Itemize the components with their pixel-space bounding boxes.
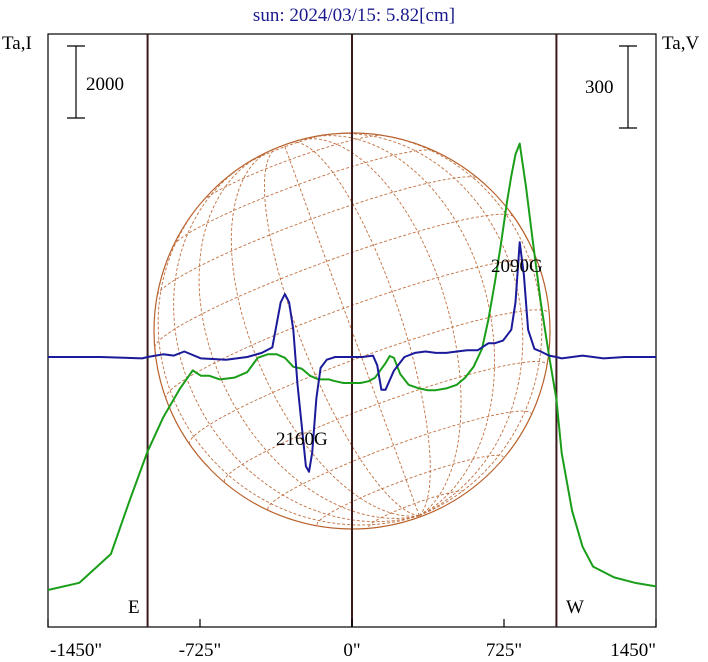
- longitude-line: [283, 144, 420, 516]
- longitude-line: [298, 138, 462, 517]
- right-axis-label: Ta,V: [662, 33, 699, 54]
- longitude-line: [230, 150, 420, 517]
- longitude-line: [173, 164, 420, 523]
- reference-lines: [146, 34, 558, 627]
- scale-bar-right-label: 300: [585, 77, 614, 98]
- latitude-line: [267, 410, 532, 510]
- series-I-line: [47, 142, 657, 591]
- latitude-line: [202, 134, 383, 202]
- annotation-2160G: 2160G: [276, 429, 328, 450]
- x-tick-label: 0": [343, 640, 360, 661]
- longitude-line: [312, 135, 495, 517]
- annotation-2090G: 2090G: [491, 256, 543, 277]
- x-tick-label: 1450": [610, 640, 656, 661]
- scale-bar-left-label: 2000: [86, 74, 124, 95]
- longitude-line: [327, 133, 524, 517]
- east-limb-label: E: [128, 597, 140, 618]
- series-V-line: [48, 241, 656, 473]
- chart-title: sun: 2024/03/15: 5.82[cm]: [253, 5, 455, 26]
- x-tick-label: -725": [179, 640, 222, 661]
- longitude-line: [263, 147, 420, 517]
- x-tick-label: 725": [486, 640, 522, 661]
- longitude-line: [157, 193, 420, 526]
- x-tick-label: -1450": [50, 640, 102, 661]
- west-limb-label: W: [566, 597, 584, 618]
- longitude-line: [291, 141, 431, 516]
- left-axis-label: Ta,I: [2, 33, 32, 54]
- latitude-line: [173, 149, 434, 246]
- scale-bar-left: 2000: [67, 45, 124, 119]
- latitude-line: [189, 309, 550, 445]
- latitude-line: [154, 213, 514, 348]
- longitude-line: [198, 156, 420, 519]
- x-axis: -1450" -725" 0" 725" 1450": [47, 619, 657, 661]
- series-layer: [47, 142, 657, 591]
- scale-bar-right: 300: [585, 45, 637, 129]
